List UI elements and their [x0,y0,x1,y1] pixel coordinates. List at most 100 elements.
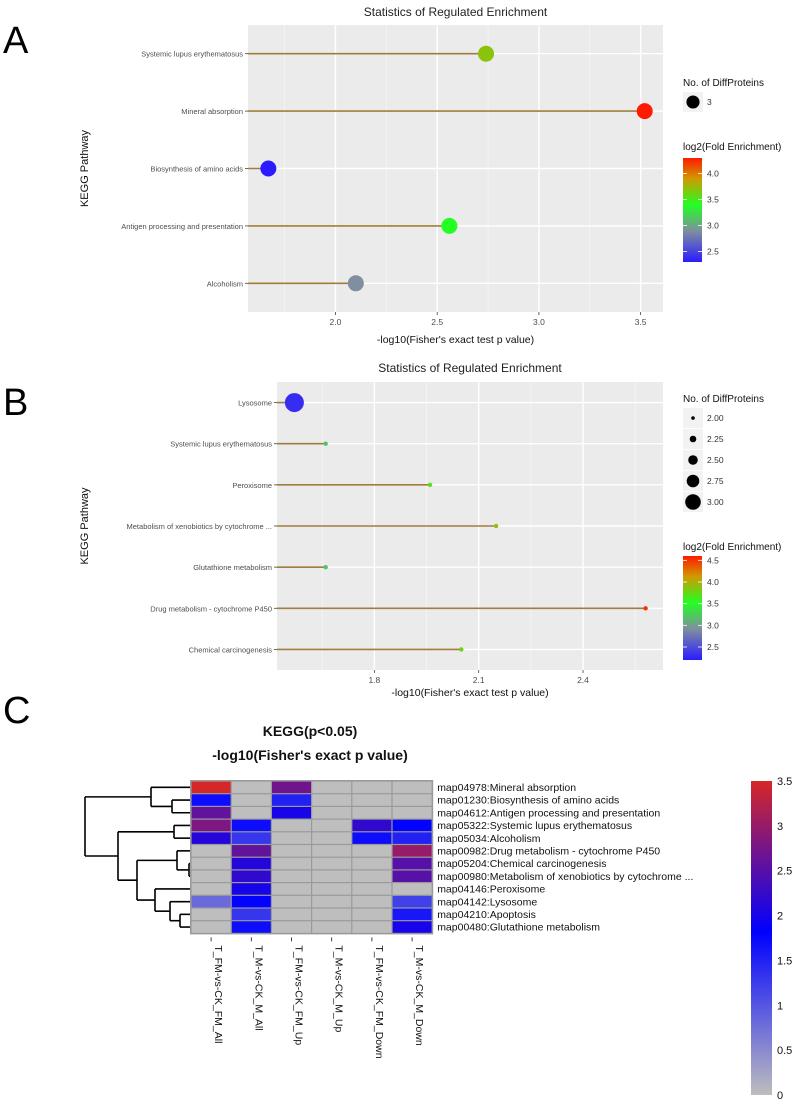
panel-label-a: A [3,20,29,62]
row-label: map05034:Alcoholism [437,833,541,845]
column-label: T_FM-vs-CK_FM_Up [293,945,305,1045]
heatmap-cell [231,819,271,832]
heatmap-cell [272,819,311,832]
size-legend-symbol [686,95,700,109]
heatmap-cell [191,819,231,832]
data-point [323,564,328,570]
heatmap-cell [191,845,231,857]
size-legend-label: 2.25 [707,434,724,444]
size-legend-symbol [685,494,701,510]
heatmap-cell [231,908,271,921]
y-tick-label: Mineral absorption [181,107,243,116]
size-legend-label: 2.00 [707,413,724,423]
heatmap-cell [352,832,392,844]
row-label: map04210:Apoptosis [437,909,536,921]
size-legend-title: No. of DiffProteins [683,394,764,405]
row-label: map04142:Lysosome [437,896,537,908]
size-legend-symbol [691,416,695,420]
data-point [441,217,458,234]
heatmap-cell [272,794,311,806]
size-legend-label: 2.75 [707,476,724,486]
heatmap-cell [352,883,392,895]
heatmap-cell [312,845,352,857]
size-legend-label: 2.50 [707,455,724,465]
color-legend-bar [683,556,702,660]
color-legend-label: 3.0 [707,620,719,630]
row-label: map00980:Metabolism of xenobiotics by cy… [437,871,693,883]
color-legend-label: 4.0 [707,169,719,179]
color-legend-label: 2.5 [707,247,719,257]
heatmap-cell [392,921,432,933]
heatmap-cell [191,883,231,895]
y-axis-title: KEGG Pathway [79,129,91,207]
heatmap-cell [191,870,231,882]
row-label: map00982:Drug metabolism - cytochrome P4… [437,846,660,858]
heatmap-cell [312,819,352,832]
heatmap-cell [392,807,432,819]
x-tick-label: 2.4 [577,675,589,685]
row-label: map00480:Glutathione metabolism [437,922,600,934]
heatmap-cell [312,807,352,819]
heatmap-cell [191,781,231,794]
heatmap-cell [231,807,271,819]
data-point [459,647,464,652]
color-legend-title: log2(Fold Enrichment) [683,142,781,153]
heatmap-title: KEGG(p<0.05) [263,723,358,739]
heatmap-cell [272,921,311,933]
color-legend-title: log2(Fold Enrichment) [683,542,781,553]
y-tick-label: Glutathione metabolism [193,563,272,572]
heatmap-cell [231,794,271,806]
color-legend-label: 4.0 [707,577,719,587]
heatmap-cell [272,807,311,819]
row-label: map04146:Peroxisome [437,884,545,896]
data-point [323,441,328,446]
heatmap-cell [191,794,231,806]
x-tick-label: 2.1 [473,675,485,685]
heatmap-cell [352,921,392,933]
heatmap-cell [191,832,231,844]
column-label: T_FM-vs-CK_FM_All [212,945,224,1043]
color-legend-label: 3.0 [707,221,719,231]
heatmap-cell [392,781,432,794]
heatmap-cell [231,883,271,895]
size-legend-label: 3.00 [707,497,724,507]
chart-title: Statistics of Regulated Enrichment [378,361,562,375]
color-key-label: 0.5 [777,1045,792,1057]
heatmap-cell [352,870,392,882]
heatmap-cell [272,870,311,882]
y-tick-label: Lysosome [238,399,272,408]
heatmap-cell [231,895,271,908]
data-point [347,275,364,292]
lollipop-chart-b: 1.8 2.1 2.4 Lysosome Systemic lupus erythema… [79,361,781,699]
heatmap-cell [312,832,352,844]
color-key-label: 2 [777,911,783,923]
color-key-label: 0 [777,1090,783,1102]
heatmap-cell [392,908,432,921]
heatmap-cell [191,908,231,921]
data-point [493,523,499,529]
heatmap-cell [272,832,311,844]
heatmap-cell [231,921,271,933]
heatmap-cell [392,870,432,882]
heatmap-cell [352,819,392,832]
column-label: T_M-vs-CK_M_All [252,945,264,1030]
color-legend-bar [683,158,702,262]
x-tick-label: 1.8 [368,675,380,685]
heatmap-color-key-bar [751,781,772,1095]
heatmap-cell [352,895,392,908]
heatmap-cell [392,895,432,908]
heatmap-cell [352,845,392,857]
color-key-label: 3 [777,821,783,833]
y-tick-label: Metabolism of xenobiotics by cytochrome … [127,522,272,531]
heatmap-cell [312,794,352,806]
heatmap-cell [392,819,432,832]
x-tick-label: 2.0 [330,317,342,327]
heatmap-cell [231,845,271,857]
y-tick-label: Antigen processing and presentation [121,222,243,231]
heatmap-cell [312,781,352,794]
heatmap-subtitle: -log10(Fisher's exact p value) [212,747,408,763]
heatmap-cell [352,807,392,819]
heatmap-cell [312,895,352,908]
y-tick-label: Systemic lupus erythematosus [170,440,272,449]
